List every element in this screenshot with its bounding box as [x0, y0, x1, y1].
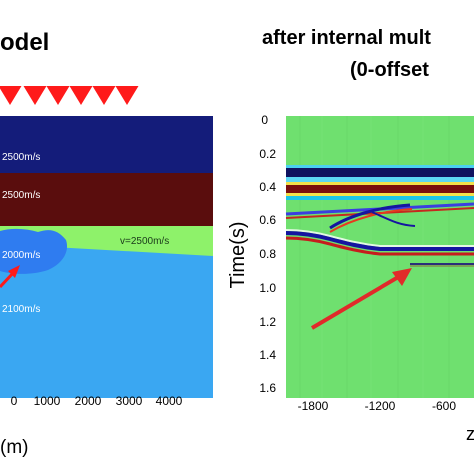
- left-x-tick: 4000: [156, 394, 183, 408]
- reflector-3: [285, 236, 474, 256]
- right-arrow-shaft: [310, 274, 402, 330]
- y-tick: 0: [261, 113, 268, 127]
- source-marker: [92, 86, 116, 105]
- layer-1-label: 2500m/s: [2, 152, 40, 163]
- left-x-tick: 0: [11, 394, 18, 408]
- layer-5: [0, 244, 213, 398]
- section-background: [286, 116, 474, 398]
- left-x-tick: 2000: [75, 394, 102, 408]
- reflector-3: [285, 229, 474, 247]
- left-x-label: (m): [0, 437, 28, 458]
- y-tick: 0.2: [259, 147, 276, 161]
- source-marker: [69, 86, 93, 105]
- layer-3-label: v=2500m/s: [120, 236, 169, 247]
- reflector-band: [286, 185, 474, 193]
- right-title-line2: (0-offset: [350, 59, 429, 81]
- reflector-3: [285, 231, 474, 251]
- right-arrow-head: [392, 268, 412, 286]
- right-x-ticks: -1800 -1200 -600: [298, 399, 457, 413]
- cropped-glyph: z: [466, 424, 474, 444]
- left-x-tick: 3000: [116, 394, 143, 408]
- source-marker: [46, 86, 70, 105]
- seismic-section: [285, 116, 474, 398]
- left-x-ticks: 0 1000 2000 3000 4000: [11, 394, 183, 408]
- left-panel-title: odel: [0, 29, 49, 56]
- layer-1: [0, 116, 213, 173]
- left-x-tick: 1000: [34, 394, 61, 408]
- y-tick: 1.2: [259, 315, 276, 329]
- y-tick: 1.6: [259, 381, 276, 395]
- right-title-line1: after internal mult: [262, 27, 431, 49]
- reflector-band: [286, 196, 474, 200]
- y-tick: 0.8: [259, 247, 276, 261]
- velocity-model: 2500m/s 2500m/s v=2500m/s 2000m/s 2100m/…: [0, 116, 213, 398]
- reflector-band: [286, 168, 474, 177]
- y-tick: 1.0: [259, 281, 276, 295]
- source-marker: [23, 86, 47, 105]
- reflector-band: [286, 182, 474, 185]
- y-tick: 0.4: [259, 180, 276, 194]
- y-tick: 1.4: [259, 348, 276, 362]
- layer-4-label: 2000m/s: [2, 250, 40, 261]
- dipping-event: [371, 211, 416, 227]
- source-markers: [0, 86, 139, 105]
- section-texture: [299, 116, 450, 398]
- x-tick: -600: [432, 399, 456, 413]
- x-tick: -1800: [298, 399, 329, 413]
- anomaly-body: [0, 228, 68, 274]
- reflector-band: [286, 177, 474, 182]
- x-tick: -1200: [365, 399, 396, 413]
- y-tick: 0.6: [259, 213, 276, 227]
- layer-2: [0, 173, 213, 226]
- left-arrow-head: [8, 265, 20, 278]
- dipping-event: [329, 203, 411, 230]
- right-y-label: Time(s): [227, 221, 249, 288]
- reflector-band: [286, 165, 474, 168]
- source-marker: [115, 86, 139, 105]
- reflector-band: [286, 193, 474, 196]
- layer-5-label: 2100m/s: [2, 304, 40, 315]
- source-marker: [0, 86, 22, 105]
- layer-2-label: 2500m/s: [2, 190, 40, 201]
- right-y-ticks: 0 0.2 0.4 0.6 0.8 1.0 1.2 1.4 1.6: [259, 113, 276, 395]
- dipping-event: [329, 208, 413, 233]
